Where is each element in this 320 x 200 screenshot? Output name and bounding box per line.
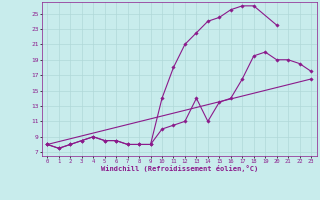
X-axis label: Windchill (Refroidissement éolien,°C): Windchill (Refroidissement éolien,°C)	[100, 165, 258, 172]
